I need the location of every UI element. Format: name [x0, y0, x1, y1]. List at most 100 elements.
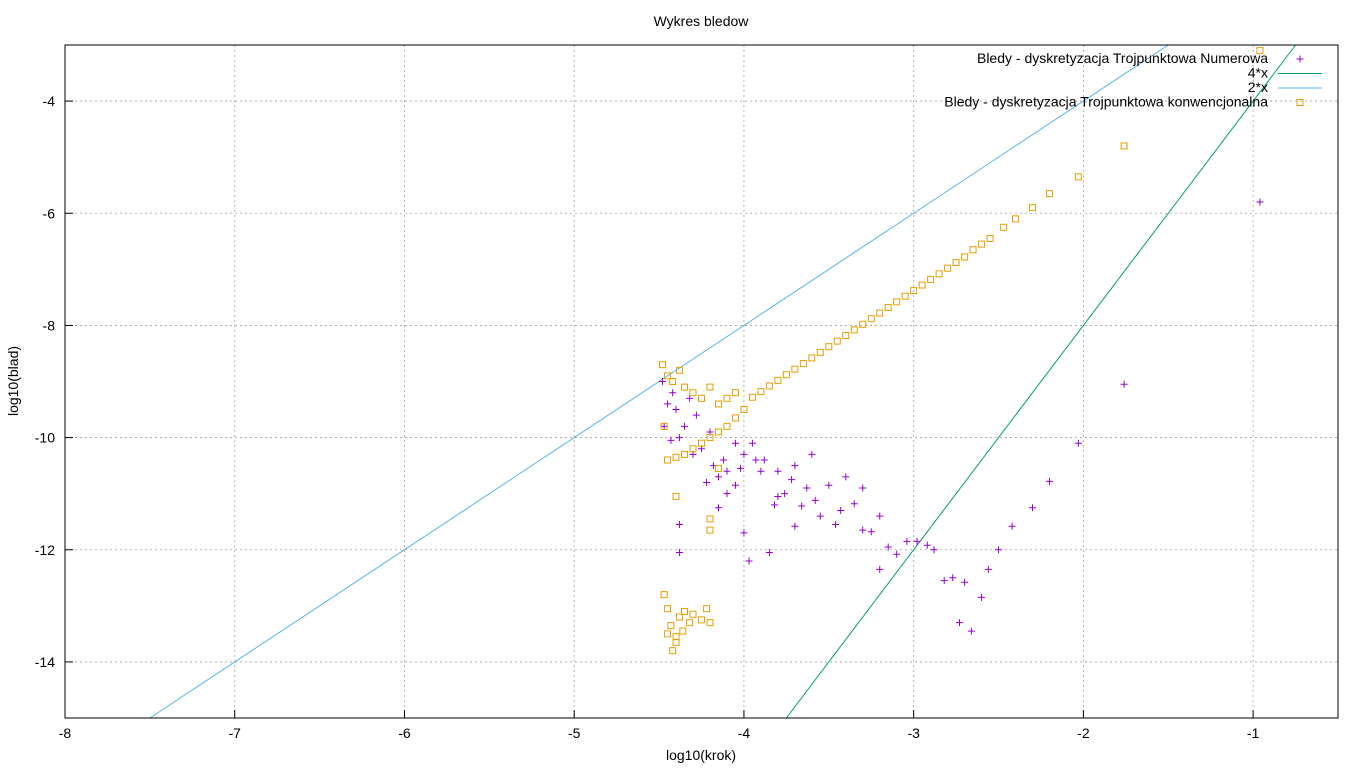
konwencjonalna-point: [658, 361, 666, 369]
konwencjonalna-point: [714, 400, 722, 408]
numerowa-point: [748, 439, 756, 447]
numerowa-point: [876, 565, 884, 573]
konwencjonalna-point: [689, 610, 697, 618]
numerowa-point: [765, 549, 773, 557]
numerowa-point: [787, 476, 795, 484]
numerowa-point: [859, 484, 867, 492]
konwencjonalna-point: [675, 613, 683, 621]
x-tick-label: -2: [1077, 725, 1090, 741]
numerowa-point: [1008, 522, 1016, 530]
y-tick-label: -12: [35, 542, 55, 558]
numerowa-point: [940, 577, 948, 585]
numerowa-point: [884, 543, 892, 551]
konwencjonalna-point: [669, 378, 677, 385]
konwencjonalna-point: [782, 371, 790, 379]
y-tick-label: -8: [43, 317, 56, 333]
legend-marker: [1296, 99, 1304, 106]
konwencjonalna-point: [714, 428, 722, 436]
konwencjonalna-point: [1012, 215, 1020, 223]
konwencjonalna-point: [969, 246, 977, 254]
numerowa-point: [978, 593, 986, 601]
numerowa-point: [825, 481, 833, 489]
numerowa-point: [803, 484, 811, 492]
numerowa-point: [781, 490, 789, 498]
konwencjonalna-point: [664, 372, 672, 380]
x-tick-labels: -8 -7 -6 -5 -4 -3 -2 -1: [59, 725, 1260, 741]
numerowa-point: [770, 501, 778, 509]
konwencjonalna-point: [660, 591, 668, 599]
numerowa-point: [675, 521, 683, 529]
konwencjonalna-point: [681, 383, 689, 391]
konwencjonalna-point: [681, 607, 689, 615]
y-tick-label: -14: [35, 654, 55, 670]
legend-label: 2*x: [1248, 79, 1268, 95]
numerowa-point: [1120, 380, 1128, 388]
numerowa-point: [731, 439, 739, 447]
numerowa-point: [672, 406, 680, 414]
konwencjonalna-point: [842, 332, 850, 340]
numerowa-point: [703, 478, 711, 486]
konwencjonalna-point: [884, 303, 892, 311]
y-tick-label: -6: [43, 205, 56, 221]
x-tick-label: -6: [398, 725, 411, 741]
numerowa-point: [1256, 198, 1264, 206]
konwencjonalna-point: [850, 326, 858, 334]
numerowa-point: [984, 565, 992, 573]
konwencjonalna-point: [689, 445, 697, 453]
konwencjonalna-point: [1028, 204, 1036, 212]
konwencjonalna-point: [731, 389, 739, 397]
legend: Bledy - dyskretyzacja Trojpunktowa Numer…: [944, 50, 1322, 110]
konwencjonalna-point: [740, 406, 748, 414]
numerowa-point: [658, 378, 666, 385]
konwencjonalna-point: [859, 320, 867, 328]
konwencjonalna-point: [944, 264, 952, 272]
numerowa-point: [664, 400, 672, 408]
konwencjonalna-point: [952, 259, 960, 267]
konwencjonalna-point: [706, 526, 714, 534]
x-tick-label: -5: [568, 725, 581, 741]
konwencjonalna-point: [672, 638, 680, 646]
konwencjonalna-point: [679, 627, 687, 635]
numerowa-point: [675, 549, 683, 557]
konwencjonalna-point: [893, 298, 901, 306]
konwencjonalna-point: [706, 383, 714, 391]
konwencjonalna-point: [681, 450, 689, 458]
konwencjonalna-point: [723, 422, 731, 430]
numerowa-point: [714, 504, 722, 512]
x-tick-label: -7: [229, 725, 242, 741]
konwencjonalna-point: [723, 394, 731, 402]
konwencjonalna-point: [901, 292, 909, 300]
konwencjonalna-point: [1000, 223, 1008, 231]
numerowa-point: [681, 422, 689, 430]
konwencjonalna-point: [757, 388, 765, 396]
numerowa-point: [949, 574, 957, 582]
numerowa-point: [816, 512, 824, 520]
konwencjonalna-point: [978, 240, 986, 248]
numerowa-point: [913, 537, 921, 545]
numerowa-point: [859, 526, 867, 534]
series-points: [658, 47, 1264, 655]
konwencjonalna-point: [706, 434, 714, 442]
konwencjonalna-point: [774, 376, 782, 384]
numerowa-point: [660, 422, 668, 430]
numerowa-point: [832, 521, 840, 529]
legend-label: Bledy - dyskretyzacja Trojpunktowa konwe…: [944, 94, 1268, 110]
x-tick-label: -8: [59, 725, 72, 741]
konwencjonalna-point: [664, 630, 672, 638]
numerowa-point: [757, 467, 765, 475]
grid: [64, 45, 1338, 718]
numerowa-point: [1045, 477, 1053, 485]
numerowa-point: [669, 389, 677, 397]
konwencjonalna-point: [672, 633, 680, 641]
konwencjonalna-point: [910, 287, 918, 295]
konwencjonalna-point: [791, 365, 799, 373]
konwencjonalna-point: [706, 515, 714, 523]
konwencjonalna-point: [961, 253, 969, 261]
konwencjonalna-point: [748, 393, 756, 401]
konwencjonalna-point: [1045, 190, 1053, 198]
konwencjonalna-point: [703, 605, 711, 613]
numerowa-point: [955, 619, 963, 627]
konwencjonalna-point: [672, 492, 680, 500]
x-axis-label: log10(krok): [666, 747, 736, 763]
